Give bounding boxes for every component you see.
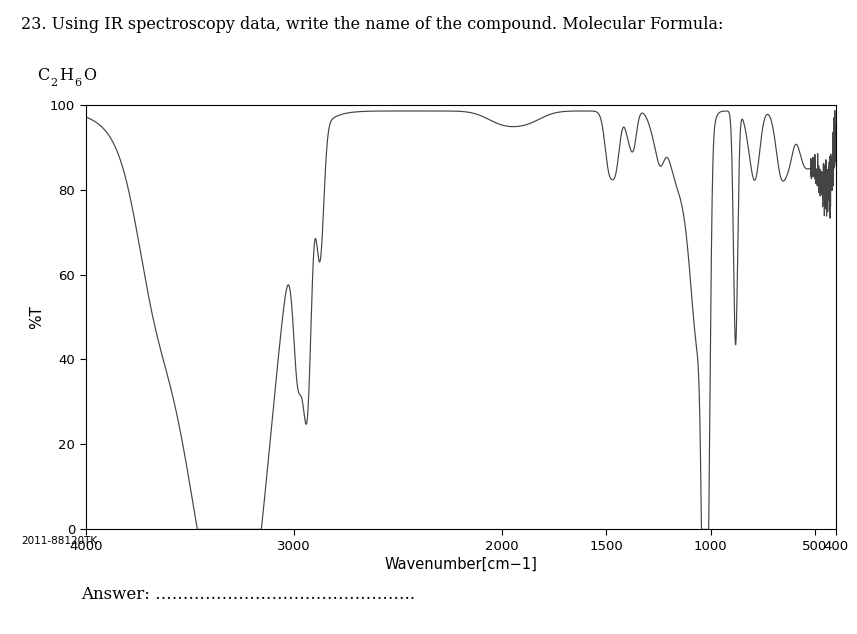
Y-axis label: %T: %T	[29, 305, 45, 329]
Text: O: O	[83, 67, 96, 84]
X-axis label: Wavenumber[cm−1]: Wavenumber[cm−1]	[384, 557, 537, 572]
Text: 23. Using IR spectroscopy data, write the name of the compound. Molecular Formul: 23. Using IR spectroscopy data, write th…	[21, 16, 724, 33]
Text: 2: 2	[51, 78, 57, 88]
Text: Answer: ………………………………………..: Answer: ………………………………………..	[81, 586, 416, 604]
Text: 6: 6	[75, 78, 81, 88]
Text: H: H	[59, 67, 73, 84]
Text: 2011-88120TK: 2011-88120TK	[21, 536, 98, 546]
Text: C: C	[37, 67, 49, 84]
